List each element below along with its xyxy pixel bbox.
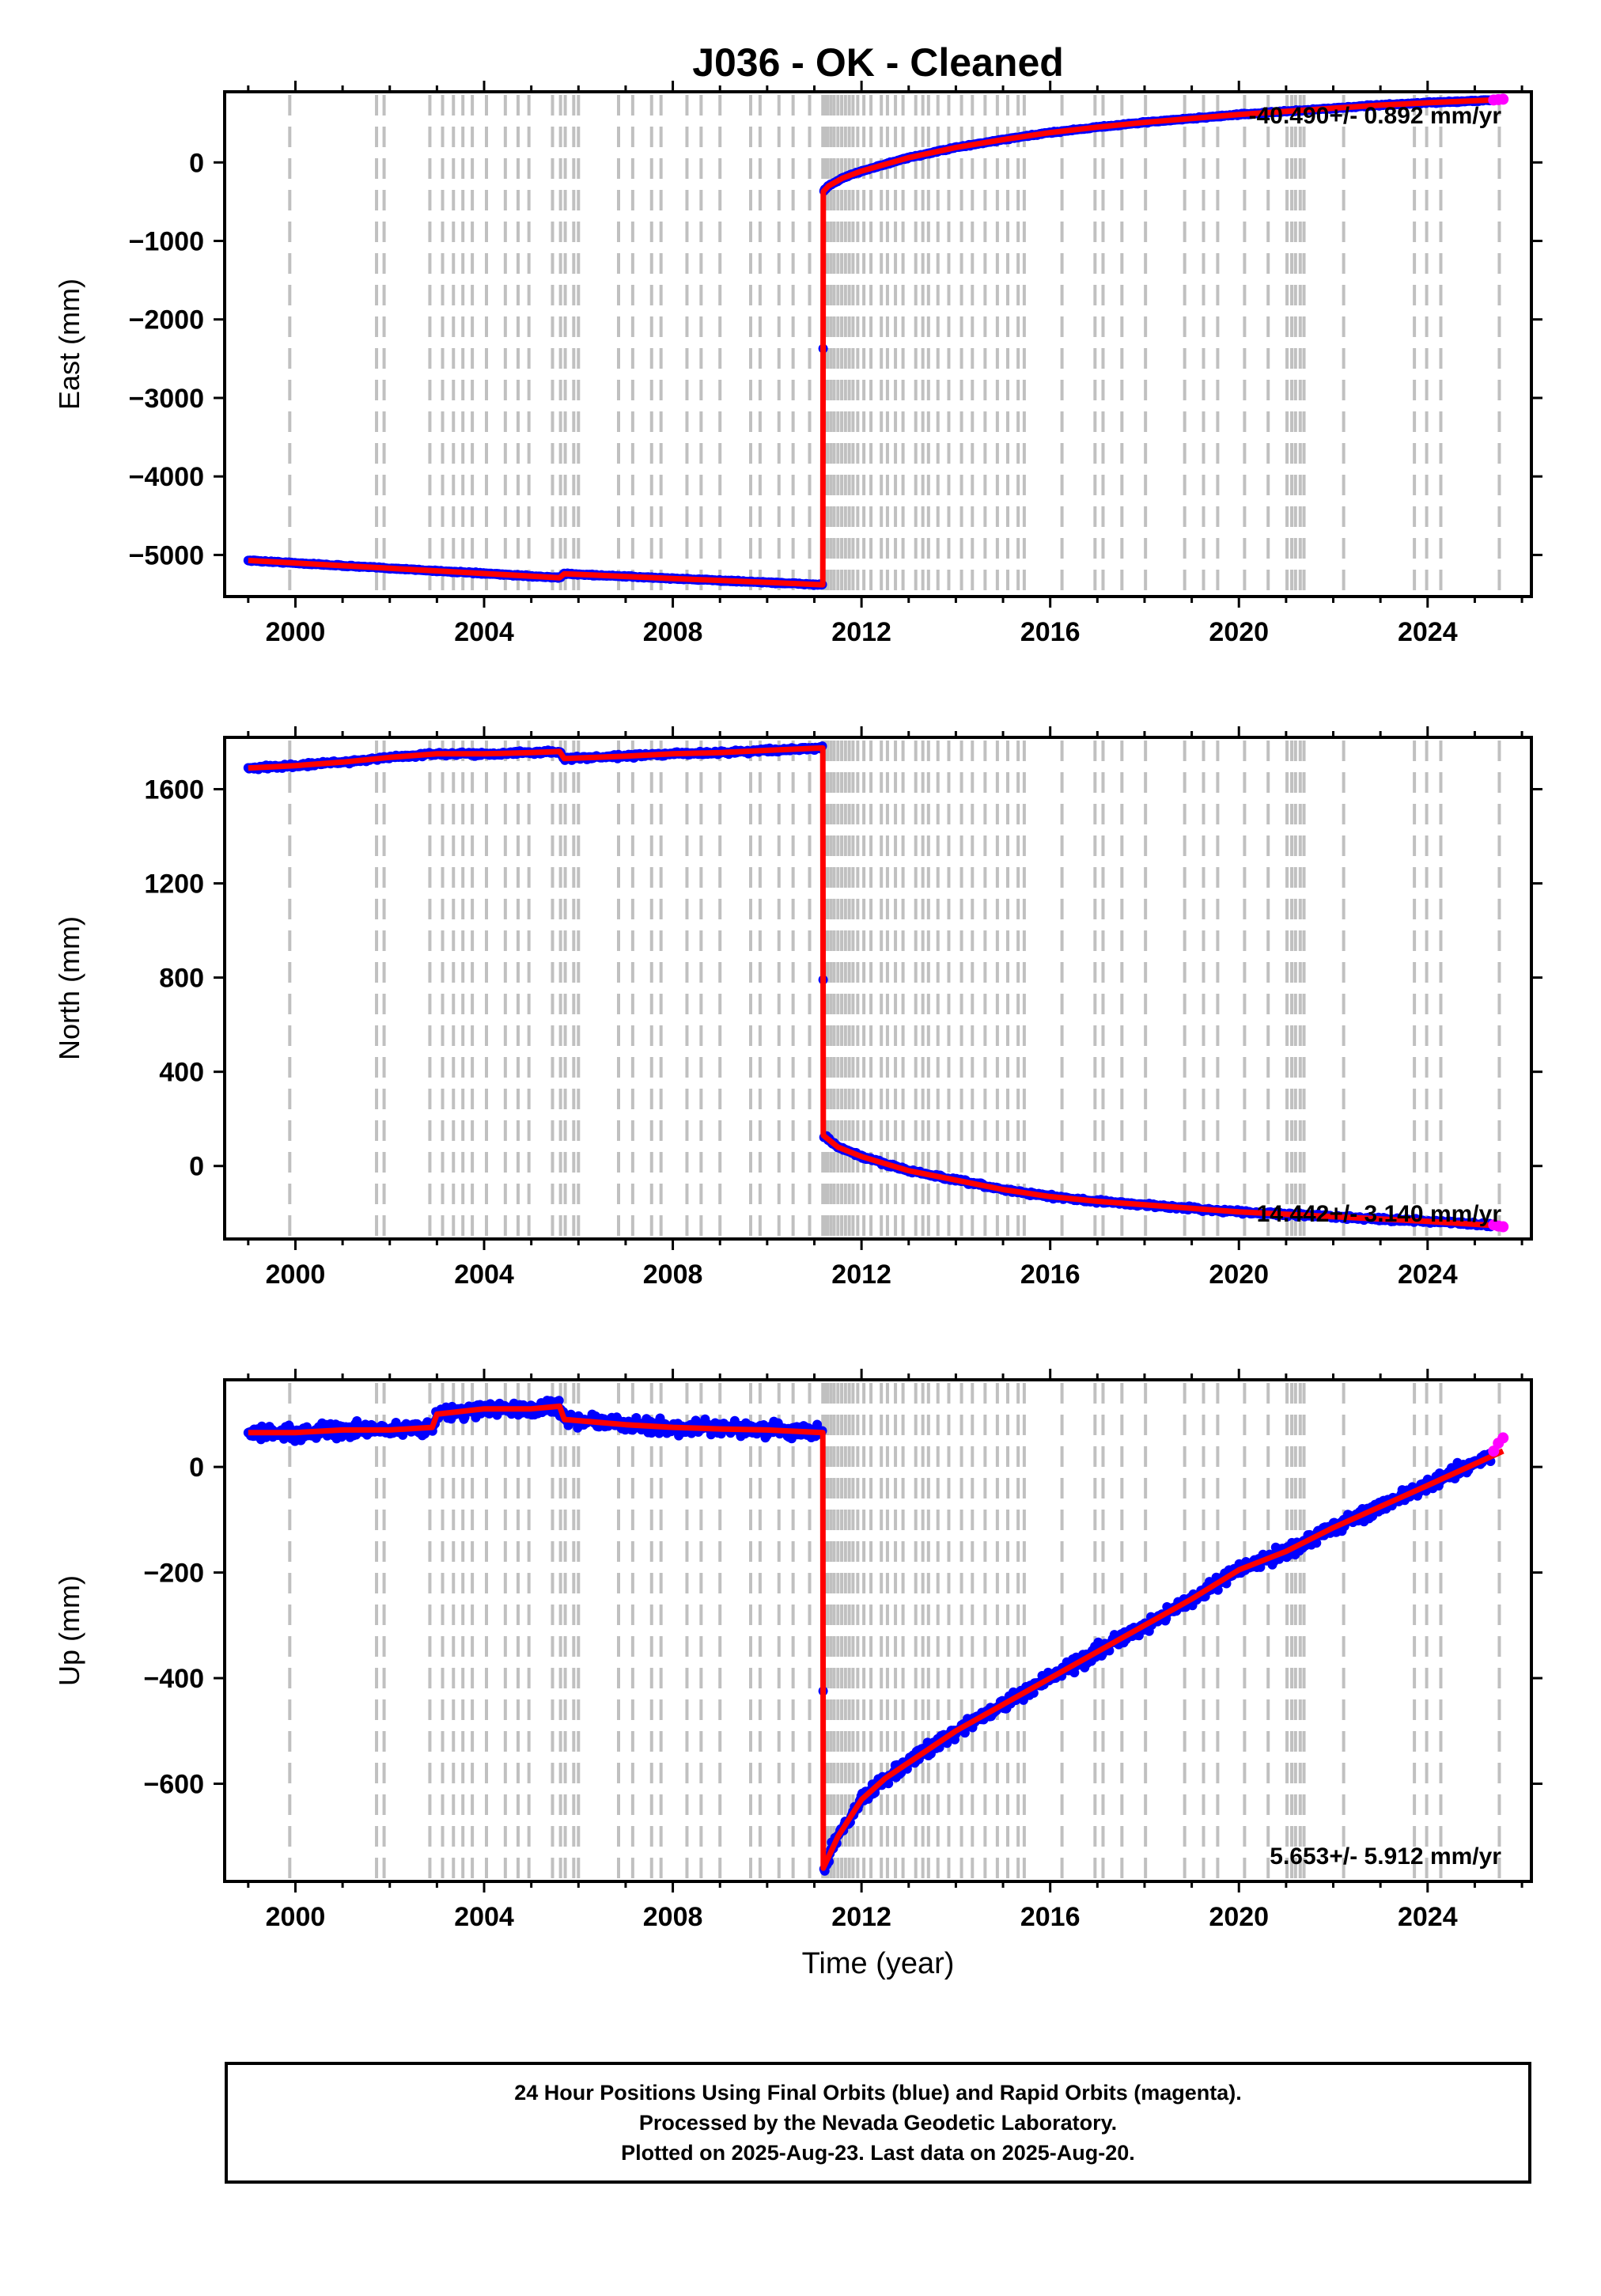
east-rapid-point-2: [1497, 93, 1509, 105]
east-ytick-label--3000: −3000: [129, 384, 205, 414]
north-ylabel: North (mm): [53, 916, 85, 1060]
north-rate-label: 14.442+/- 3.140 mm/yr: [1257, 1201, 1502, 1227]
east-xtick-label-2024: 2024: [1398, 617, 1458, 647]
caption-line-2: Processed by the Nevada Geodetic Laborat…: [638, 2111, 1118, 2135]
up-ytick-label--200: −200: [143, 1559, 204, 1589]
north-xtick-label-2016: 2016: [1020, 1260, 1081, 1290]
east-ytick-label--2000: −2000: [129, 305, 205, 335]
east-xtick-label-2016: 2016: [1020, 617, 1081, 647]
caption-line-1: 24 Hour Positions Using Final Orbits (bl…: [514, 2081, 1242, 2105]
north-ytick-label-1200: 1200: [144, 870, 204, 900]
up-final-point-1258: [1311, 1538, 1322, 1548]
up-final-point-670: [812, 1419, 823, 1430]
up-xtick-label-2016: 2016: [1020, 1902, 1081, 1932]
north-ytick-label-800: 800: [159, 964, 204, 994]
north-xtick-label-2020: 2020: [1209, 1260, 1269, 1290]
up-model-line: [248, 1403, 1504, 1871]
east-ytick-label-0: 0: [189, 148, 204, 178]
up-xtick-label-2004: 2004: [454, 1902, 514, 1932]
chart-title: J036 - OK - Cleaned: [692, 40, 1064, 85]
north-rapid-point-2: [1497, 1221, 1509, 1233]
up-ytick-label--400: −400: [143, 1664, 204, 1694]
up-xtick-label-2012: 2012: [831, 1902, 891, 1932]
east-plot-frame: [223, 90, 1533, 598]
up-panel: 2000 2004 2008 2012 2016 2020 2024 0 −200 −400 −60…: [53, 1369, 1542, 1980]
north-ytick-label-1600: 1600: [144, 775, 204, 805]
north-xtick-label-2000: 2000: [266, 1260, 326, 1290]
up-xtick-label-2020: 2020: [1209, 1902, 1269, 1932]
north-xtick-label-2012: 2012: [831, 1260, 891, 1290]
up-rapid-point-2: [1497, 1432, 1509, 1444]
caption-box: 24 Hour Positions Using Final Orbits (bl…: [225, 2062, 1531, 2184]
east-xtick-label-2012: 2012: [831, 617, 891, 647]
north-panel: 2000 2004 2008 2012 2016 2020 2024 1600 1200 800 4…: [53, 726, 1542, 1290]
up-plot-frame: [223, 1378, 1533, 1883]
up-final-point-128: [352, 1416, 362, 1426]
up-rate-label: 5.653+/- 5.912 mm/yr: [1270, 1843, 1501, 1870]
up-xtick-label-2000: 2000: [266, 1902, 326, 1932]
east-ytick-label--1000: −1000: [129, 227, 205, 257]
east-xtick-label-2004: 2004: [454, 617, 514, 647]
up-xtick-label-2008: 2008: [643, 1902, 703, 1932]
up-final-point-366: [554, 1396, 564, 1406]
north-ytick-label-0: 0: [189, 1152, 204, 1182]
east-ytick-label--5000: −5000: [129, 540, 205, 570]
east-ytick-label--4000: −4000: [129, 462, 205, 492]
north-plot-frame: [223, 736, 1533, 1241]
caption-line-3: Plotted on 2025-Aug-23. Last data on 202…: [621, 2141, 1135, 2165]
east-xtick-label-2000: 2000: [266, 617, 326, 647]
east-ylabel: East (mm): [53, 278, 85, 410]
up-ytick-label--600: −600: [143, 1770, 204, 1800]
up-final-point-174: [391, 1418, 401, 1427]
east-xtick-label-2020: 2020: [1209, 617, 1269, 647]
north-xtick-label-2004: 2004: [454, 1260, 514, 1290]
east-rate-label: -40.490+/- 0.892 mm/yr: [1249, 103, 1502, 129]
north-xtick-label-2024: 2024: [1398, 1260, 1458, 1290]
north-xtick-label-2008: 2008: [643, 1260, 703, 1290]
up-ytick-label-0: 0: [189, 1453, 204, 1483]
up-ylabel: Up (mm): [53, 1575, 85, 1686]
east-xtick-label-2008: 2008: [643, 617, 703, 647]
up-final-point-1142: [1213, 1585, 1223, 1595]
east-panel: 2000 2004 2008 2012 2016 2020 2024 0 −1000 −2000 −…: [53, 81, 1542, 647]
north-model-line: [248, 744, 1504, 1229]
up-xtick-label-2024: 2024: [1398, 1902, 1458, 1932]
north-ytick-label-400: 400: [159, 1058, 204, 1088]
up-xlabel: Time (year): [802, 1947, 955, 1980]
east-model-line: [248, 97, 1504, 588]
